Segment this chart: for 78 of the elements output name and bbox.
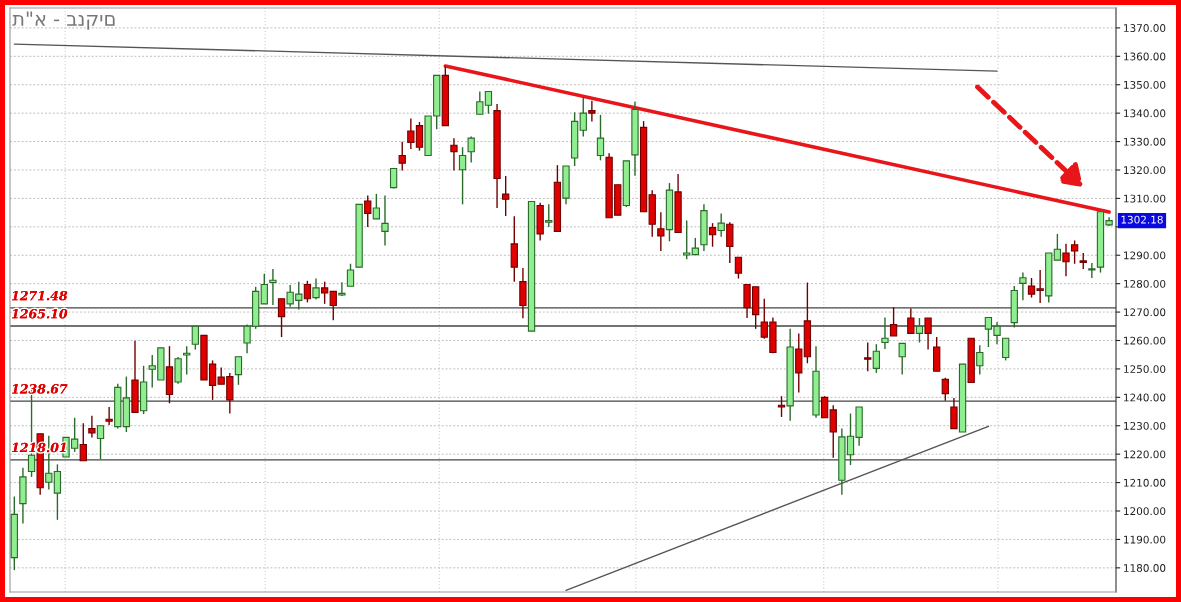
candlestick [260,273,268,305]
candlestick [450,137,458,172]
candlestick [234,355,243,386]
candlestick [976,344,984,376]
ref-line-label: 1238.67 [11,384,68,394]
y-tick-label: 1220.00 [1124,450,1166,459]
y-tick-label: 1370.00 [1124,24,1166,32]
candlestick [1070,239,1079,265]
candlestick [915,317,924,344]
y-tick-label: 1350.00 [1124,80,1166,89]
y-tick-label: 1280.00 [1124,279,1166,288]
candlestick [510,215,518,283]
candlestick [346,263,355,287]
candlestick [502,175,510,217]
y-tick-label: 1360.00 [1124,52,1166,61]
candlestick [588,99,596,123]
candlestick [545,203,553,228]
y-tick-label: 1270.00 [1124,308,1166,317]
candlestick [467,135,475,164]
y-tick-label: 1330.00 [1124,137,1166,146]
candlestick [458,146,467,206]
candlestick [364,194,372,228]
candlestick [881,316,889,350]
y-tick-label: 1190.00 [1124,535,1166,544]
candlestick [657,211,665,252]
text: 1302.18 [1121,215,1163,224]
candlestick [105,406,113,426]
y-tick-label: 1340.00 [1124,109,1166,118]
candlestick [79,422,87,462]
candlestick [1062,243,1070,277]
y-tick-label: 1240.00 [1124,393,1166,402]
candlestick [329,290,337,322]
candlestick [303,280,312,304]
candlestick [519,267,527,320]
candlestick [708,222,717,248]
y-tick-label: 1290.00 [1124,251,1166,260]
chart-title: ת"א - בנקים [12,11,115,30]
candlestick [269,268,277,306]
candlestick [941,377,949,402]
y-tick-label: 1180.00 [1124,564,1166,572]
candlestick [898,342,906,376]
candlestick [889,306,898,337]
candlestick [88,415,96,439]
candlestick [277,298,286,338]
candlestick [924,317,932,351]
candlestick [907,307,915,335]
candlestick [191,325,199,351]
candlestick [312,277,320,301]
y-tick-label: 1250.00 [1124,365,1166,374]
candlestick [381,194,389,247]
candlestick [372,193,381,220]
candlestick [96,425,105,460]
candlestick [683,219,691,260]
candlestick [596,114,605,162]
candlestick [864,341,872,372]
candlestick [1002,337,1010,362]
ref-line-label: 1271.48 [11,290,68,301]
y-tick-label: 1210.00 [1124,478,1166,487]
y-tick-label: 1200.00 [1124,507,1166,516]
ref-line-label: 1265.10 [11,309,68,319]
y-tick-label: 1310.00 [1124,194,1166,203]
candlestick [726,221,734,264]
candlestick [1019,271,1027,301]
candlestick [398,141,406,172]
candlestick [1088,262,1096,279]
candlestick [950,397,958,430]
y-tick-label: 1260.00 [1124,336,1166,345]
candlestick [320,280,329,305]
candlestick [734,256,743,280]
candlestick [174,356,182,385]
candlestick [579,96,587,138]
y-tick-label: 1230.00 [1124,421,1166,430]
candlestick [338,281,346,297]
candlestick [872,343,881,374]
candlestick [183,345,191,376]
candlestick [777,395,786,418]
y-tick-label: 1320.00 [1124,166,1166,175]
candlestick [717,212,725,238]
